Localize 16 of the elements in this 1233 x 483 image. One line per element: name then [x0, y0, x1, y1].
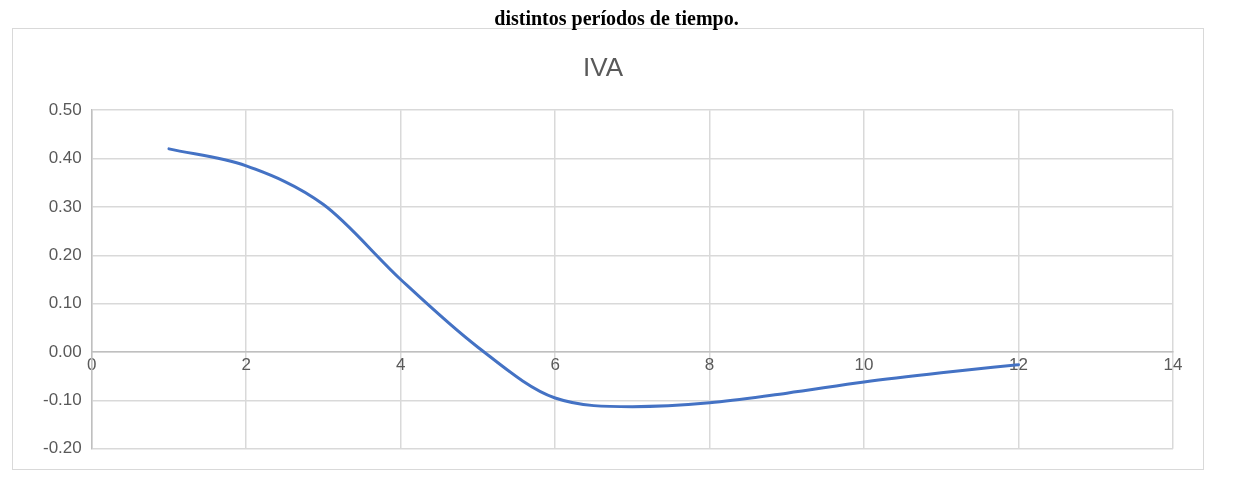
y-tick-label: -0.10	[43, 390, 82, 410]
x-tick-label: 14	[1163, 354, 1183, 374]
y-tick-label: 0.50	[48, 99, 82, 119]
y-tick-label: 0.40	[48, 148, 82, 168]
text: distintos períodos de tiempo.	[493, 7, 740, 29]
y-tick-label: 0.00	[48, 341, 82, 361]
x-tick-label: 2	[241, 354, 251, 374]
x-tick-label: 4	[395, 354, 406, 374]
chart-title: IVA	[583, 51, 624, 82]
y-tick-label: 0.10	[48, 293, 82, 313]
y-tick-label: 0.30	[48, 196, 82, 216]
y-tick-label: 0.20	[48, 245, 82, 264]
x-tick-label: 10	[854, 354, 874, 374]
y-tick-label: -0.20	[43, 438, 82, 458]
x-tick-label: 8	[704, 354, 715, 374]
x-tick-label: 6	[550, 354, 560, 374]
